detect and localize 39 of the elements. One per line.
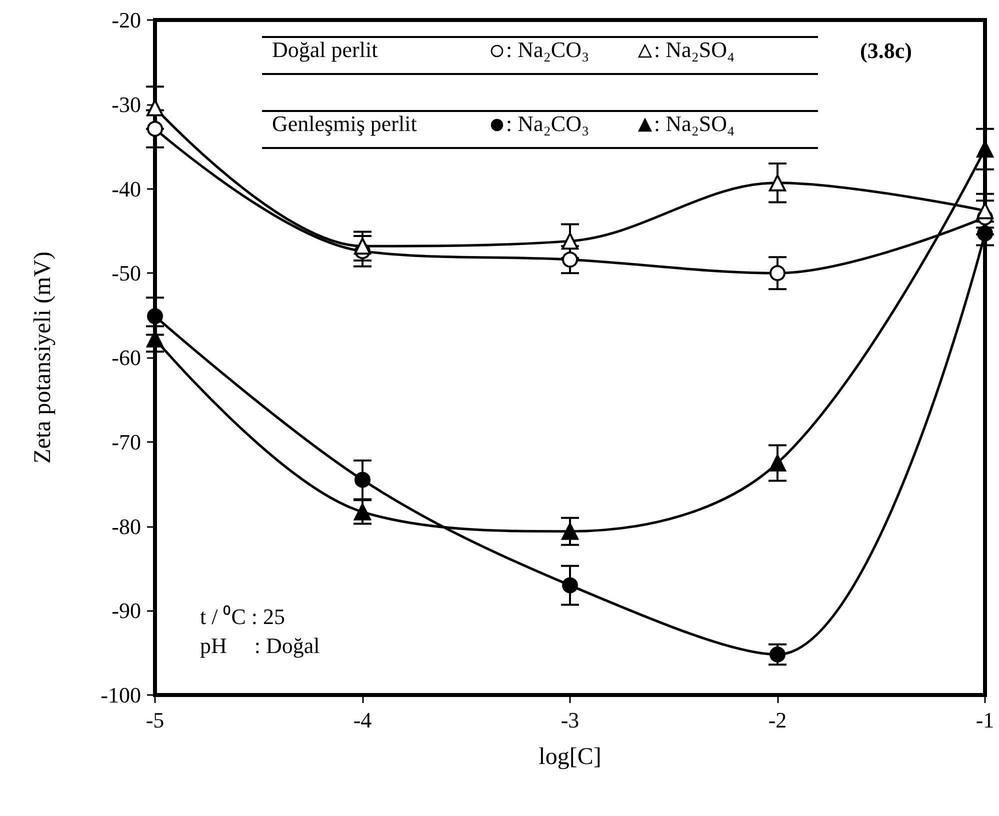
point	[977, 225, 993, 242]
legend-label: : Na₂SO₄	[654, 111, 735, 136]
x-tick-label: -4	[353, 708, 372, 732]
annotation: Doğal perlit	[272, 37, 378, 63]
x-tick-label: -3	[560, 708, 580, 732]
point	[147, 120, 163, 137]
y-tick-label: -50	[112, 260, 141, 286]
point	[147, 308, 163, 324]
y-tick-label: -40	[112, 176, 141, 202]
point	[770, 265, 786, 282]
y-tick-label: -70	[112, 429, 141, 454]
point	[354, 503, 371, 520]
y-tick-label: -60	[112, 345, 141, 370]
point	[562, 232, 578, 250]
annotation: t / ⁰C : 25	[200, 603, 286, 630]
x-tick-label: -2	[768, 708, 787, 732]
point	[769, 454, 786, 472]
legend-label: : Na₂SO₄	[654, 37, 735, 62]
x-tick-label: -5	[146, 708, 164, 732]
point	[562, 577, 578, 594]
legend-label: : Na₂CO₃	[506, 37, 590, 62]
annotation: pH : Doğal	[200, 633, 320, 659]
annotation: (3.8c)	[860, 38, 912, 64]
y-axis-title: Zeta potansiyeli (mV)	[30, 252, 56, 464]
y-tick-label: -30	[112, 92, 141, 117]
y-tick-label: -100	[100, 682, 141, 708]
x-tick-label: -1	[976, 708, 994, 732]
point	[770, 646, 786, 662]
legend-label: : Na₂CO₃	[506, 111, 590, 136]
point	[769, 174, 786, 192]
y-tick-label: -20	[112, 8, 141, 32]
point	[354, 238, 371, 255]
point	[562, 252, 578, 268]
point	[562, 522, 578, 540]
annotation: Genleşmiş perlit	[272, 111, 417, 137]
y-tick-label: -80	[112, 514, 141, 539]
x-axis-title: log[C]	[538, 744, 602, 770]
y-tick-label: -90	[112, 598, 141, 624]
point	[354, 472, 370, 488]
